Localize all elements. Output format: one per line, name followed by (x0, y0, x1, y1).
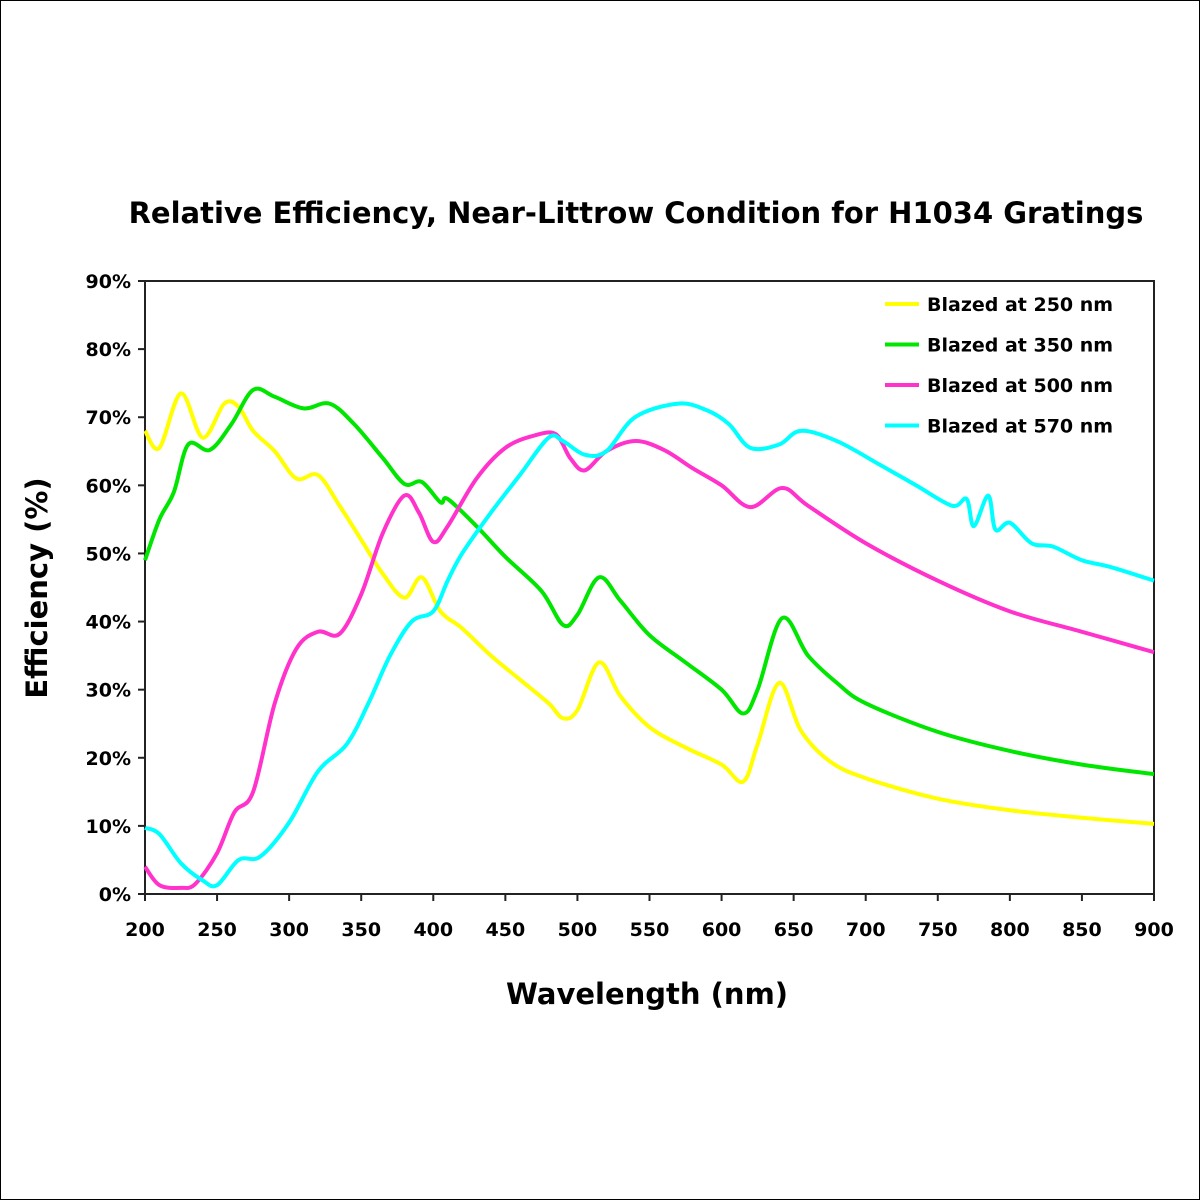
x-tick-label: 350 (341, 919, 381, 941)
x-tick-label: 250 (197, 919, 237, 941)
x-tick-label: 600 (702, 919, 742, 941)
series-line-1 (143, 391, 1155, 826)
x-tick-label: 850 (1062, 919, 1102, 941)
x-tick-label: 200 (125, 919, 165, 941)
axes: 0% 10% 20% 30% 40% 50% 60% 70% 80% 90% 200 250 300 35… (86, 271, 1174, 941)
legend-label: Blazed at 350 nm (927, 335, 1113, 357)
x-tick-label: 650 (774, 919, 814, 941)
y-tick-label: 50% (86, 543, 131, 565)
legend-label: Blazed at 570 nm (927, 416, 1113, 438)
legend: Blazed at 250 nm Blazed at 350 nm Blazed a… (885, 294, 1113, 438)
y-tick-label: 0% (99, 884, 131, 906)
x-tick-label: 800 (990, 919, 1030, 941)
y-tick-label: 40% (86, 612, 131, 634)
x-tick-label: 700 (846, 919, 886, 941)
series-line-4 (144, 401, 1155, 889)
chart-title: Relative Efficiency, Near-Littrow Condit… (129, 196, 1144, 230)
plot-area-border (144, 280, 1155, 895)
x-axis-title: Wavelength (nm) (506, 977, 788, 1011)
y-tick-label: 90% (86, 271, 131, 293)
series-lines (143, 386, 1155, 891)
x-tick-label: 900 (1134, 919, 1174, 941)
y-tick-label: 30% (86, 680, 131, 702)
x-tick-label: 300 (269, 919, 309, 941)
legend-label: Blazed at 250 nm (927, 294, 1113, 316)
x-tick-label: 750 (918, 919, 958, 941)
y-tick-label: 60% (86, 475, 131, 497)
legend-label: Blazed at 500 nm (927, 375, 1113, 397)
y-tick-label: 70% (86, 407, 131, 429)
x-tick-label: 550 (630, 919, 670, 941)
y-tick-label: 20% (86, 748, 131, 770)
series-line-2 (143, 386, 1155, 777)
x-tick-label: 450 (486, 919, 526, 941)
x-tick-label: 500 (558, 919, 598, 941)
x-tick-label: 400 (413, 919, 453, 941)
y-tick-label: 80% (86, 339, 131, 361)
series-line-3 (143, 430, 1155, 891)
y-axis-title: Efficiency (%) (20, 477, 54, 698)
y-tick-label: 10% (86, 816, 131, 838)
